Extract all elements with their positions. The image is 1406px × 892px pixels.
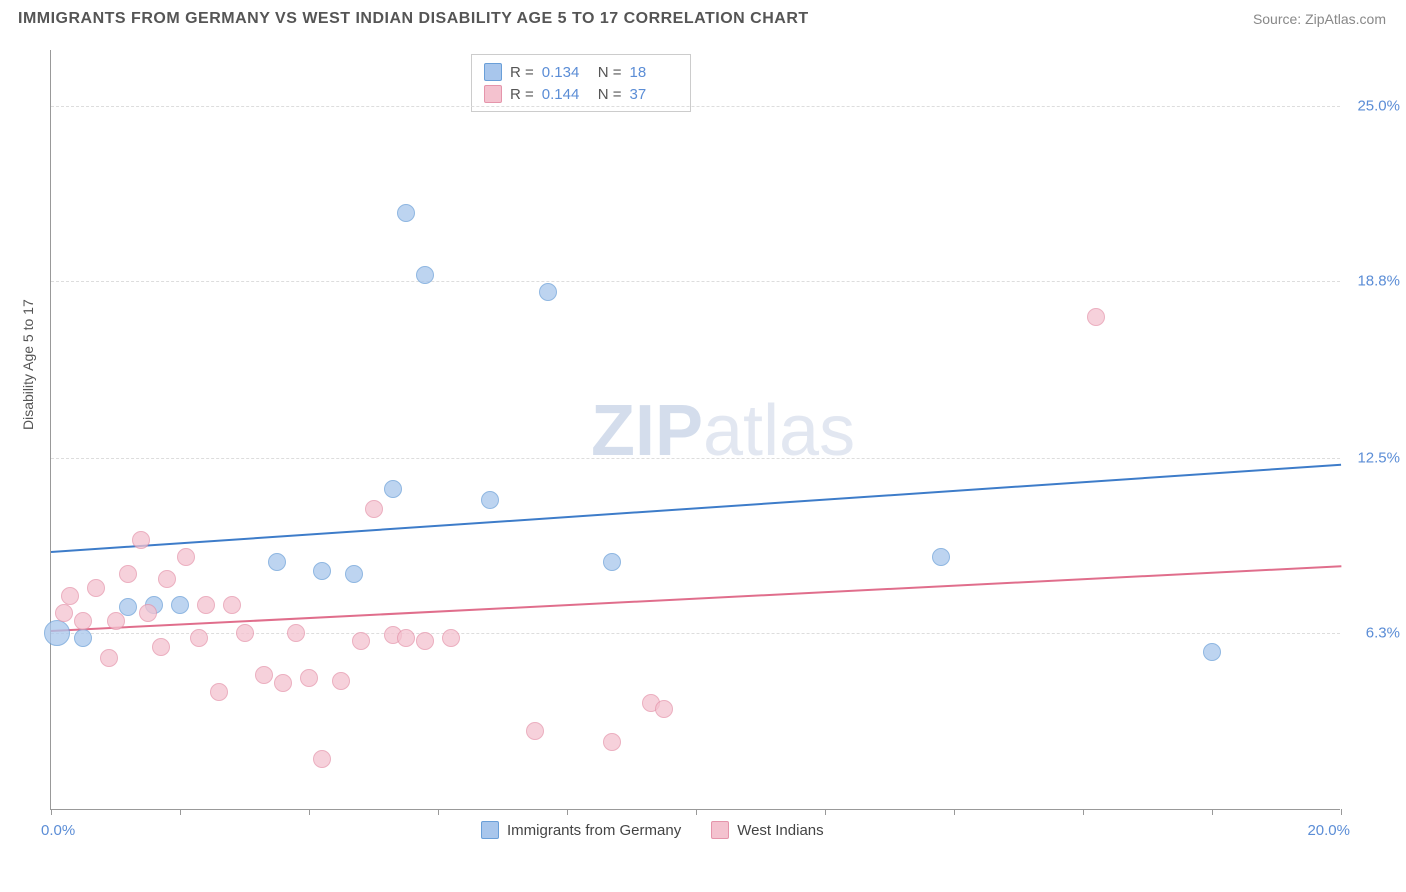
stat-r-value: 0.144 (542, 86, 590, 103)
stat-n-label: N = (598, 86, 622, 103)
chart-header: IMMIGRANTS FROM GERMANY VS WEST INDIAN D… (0, 0, 1406, 36)
y-tick-label: 12.5% (1357, 450, 1400, 467)
data-point (119, 598, 137, 616)
stat-n-value: 18 (630, 64, 678, 81)
legend-item-germany: Immigrants from Germany (481, 821, 681, 839)
trendline (51, 565, 1341, 632)
data-point (332, 672, 350, 690)
data-point (313, 562, 331, 580)
x-tick (567, 809, 568, 815)
y-tick-label: 25.0% (1357, 98, 1400, 115)
stat-r-value: 0.134 (542, 64, 590, 81)
data-point (397, 629, 415, 647)
x-tick (954, 809, 955, 815)
data-point (87, 579, 105, 597)
data-point (210, 683, 228, 701)
stat-r-label: R = (510, 86, 534, 103)
scatter-plot-area: ZIPatlas R = 0.134 N = 18 R = 0.144 N = … (50, 50, 1340, 810)
data-point (44, 620, 70, 646)
data-point (313, 750, 331, 768)
x-tick (51, 809, 52, 815)
swatch-germany (484, 63, 502, 81)
x-axis-max-label: 20.0% (1307, 822, 1350, 839)
data-point (158, 570, 176, 588)
data-point (345, 565, 363, 583)
stats-row-westindian: R = 0.144 N = 37 (484, 83, 678, 105)
data-point (119, 565, 137, 583)
stat-n-label: N = (598, 64, 622, 81)
x-tick (438, 809, 439, 815)
data-point (287, 624, 305, 642)
watermark: ZIPatlas (591, 390, 855, 472)
data-point (481, 491, 499, 509)
stats-legend-box: R = 0.134 N = 18 R = 0.144 N = 37 (471, 54, 691, 112)
stat-n-value: 37 (630, 86, 678, 103)
gridline (51, 106, 1340, 107)
data-point (932, 548, 950, 566)
x-tick (1083, 809, 1084, 815)
data-point (1087, 308, 1105, 326)
data-point (603, 733, 621, 751)
swatch-westindian (484, 85, 502, 103)
source-attribution: Source: ZipAtlas.com (1253, 11, 1386, 27)
source-value: ZipAtlas.com (1305, 11, 1386, 27)
data-point (139, 604, 157, 622)
data-point (539, 283, 557, 301)
data-point (416, 266, 434, 284)
stats-row-germany: R = 0.134 N = 18 (484, 61, 678, 83)
data-point (397, 204, 415, 222)
legend-label-westindian: West Indians (737, 822, 823, 839)
data-point (100, 649, 118, 667)
x-tick (180, 809, 181, 815)
trendline (51, 464, 1341, 553)
data-point (223, 596, 241, 614)
data-point (152, 638, 170, 656)
legend-label-germany: Immigrants from Germany (507, 822, 681, 839)
gridline (51, 458, 1340, 459)
legend-swatch-germany (481, 821, 499, 839)
data-point (61, 587, 79, 605)
legend-swatch-westindian (711, 821, 729, 839)
data-point (365, 500, 383, 518)
stat-r-label: R = (510, 64, 534, 81)
data-point (603, 553, 621, 571)
data-point (268, 553, 286, 571)
data-point (300, 669, 318, 687)
y-axis-title: Disability Age 5 to 17 (20, 299, 36, 430)
series-legend: Immigrants from Germany West Indians (481, 821, 824, 839)
chart-title: IMMIGRANTS FROM GERMANY VS WEST INDIAN D… (18, 10, 809, 28)
data-point (384, 480, 402, 498)
data-point (236, 624, 254, 642)
x-tick (696, 809, 697, 815)
data-point (655, 700, 673, 718)
data-point (107, 612, 125, 630)
data-point (171, 596, 189, 614)
gridline (51, 281, 1340, 282)
data-point (416, 632, 434, 650)
data-point (1203, 643, 1221, 661)
y-tick-label: 18.8% (1357, 272, 1400, 289)
x-axis-min-label: 0.0% (41, 822, 75, 839)
y-tick-label: 6.3% (1366, 624, 1400, 641)
x-tick (825, 809, 826, 815)
data-point (74, 629, 92, 647)
data-point (526, 722, 544, 740)
data-point (177, 548, 195, 566)
legend-item-westindian: West Indians (711, 821, 823, 839)
x-tick (309, 809, 310, 815)
data-point (442, 629, 460, 647)
data-point (197, 596, 215, 614)
data-point (255, 666, 273, 684)
source-label: Source: (1253, 11, 1301, 27)
data-point (352, 632, 370, 650)
data-point (190, 629, 208, 647)
data-point (55, 604, 73, 622)
x-tick (1212, 809, 1213, 815)
x-tick (1341, 809, 1342, 815)
data-point (74, 612, 92, 630)
data-point (132, 531, 150, 549)
data-point (274, 674, 292, 692)
